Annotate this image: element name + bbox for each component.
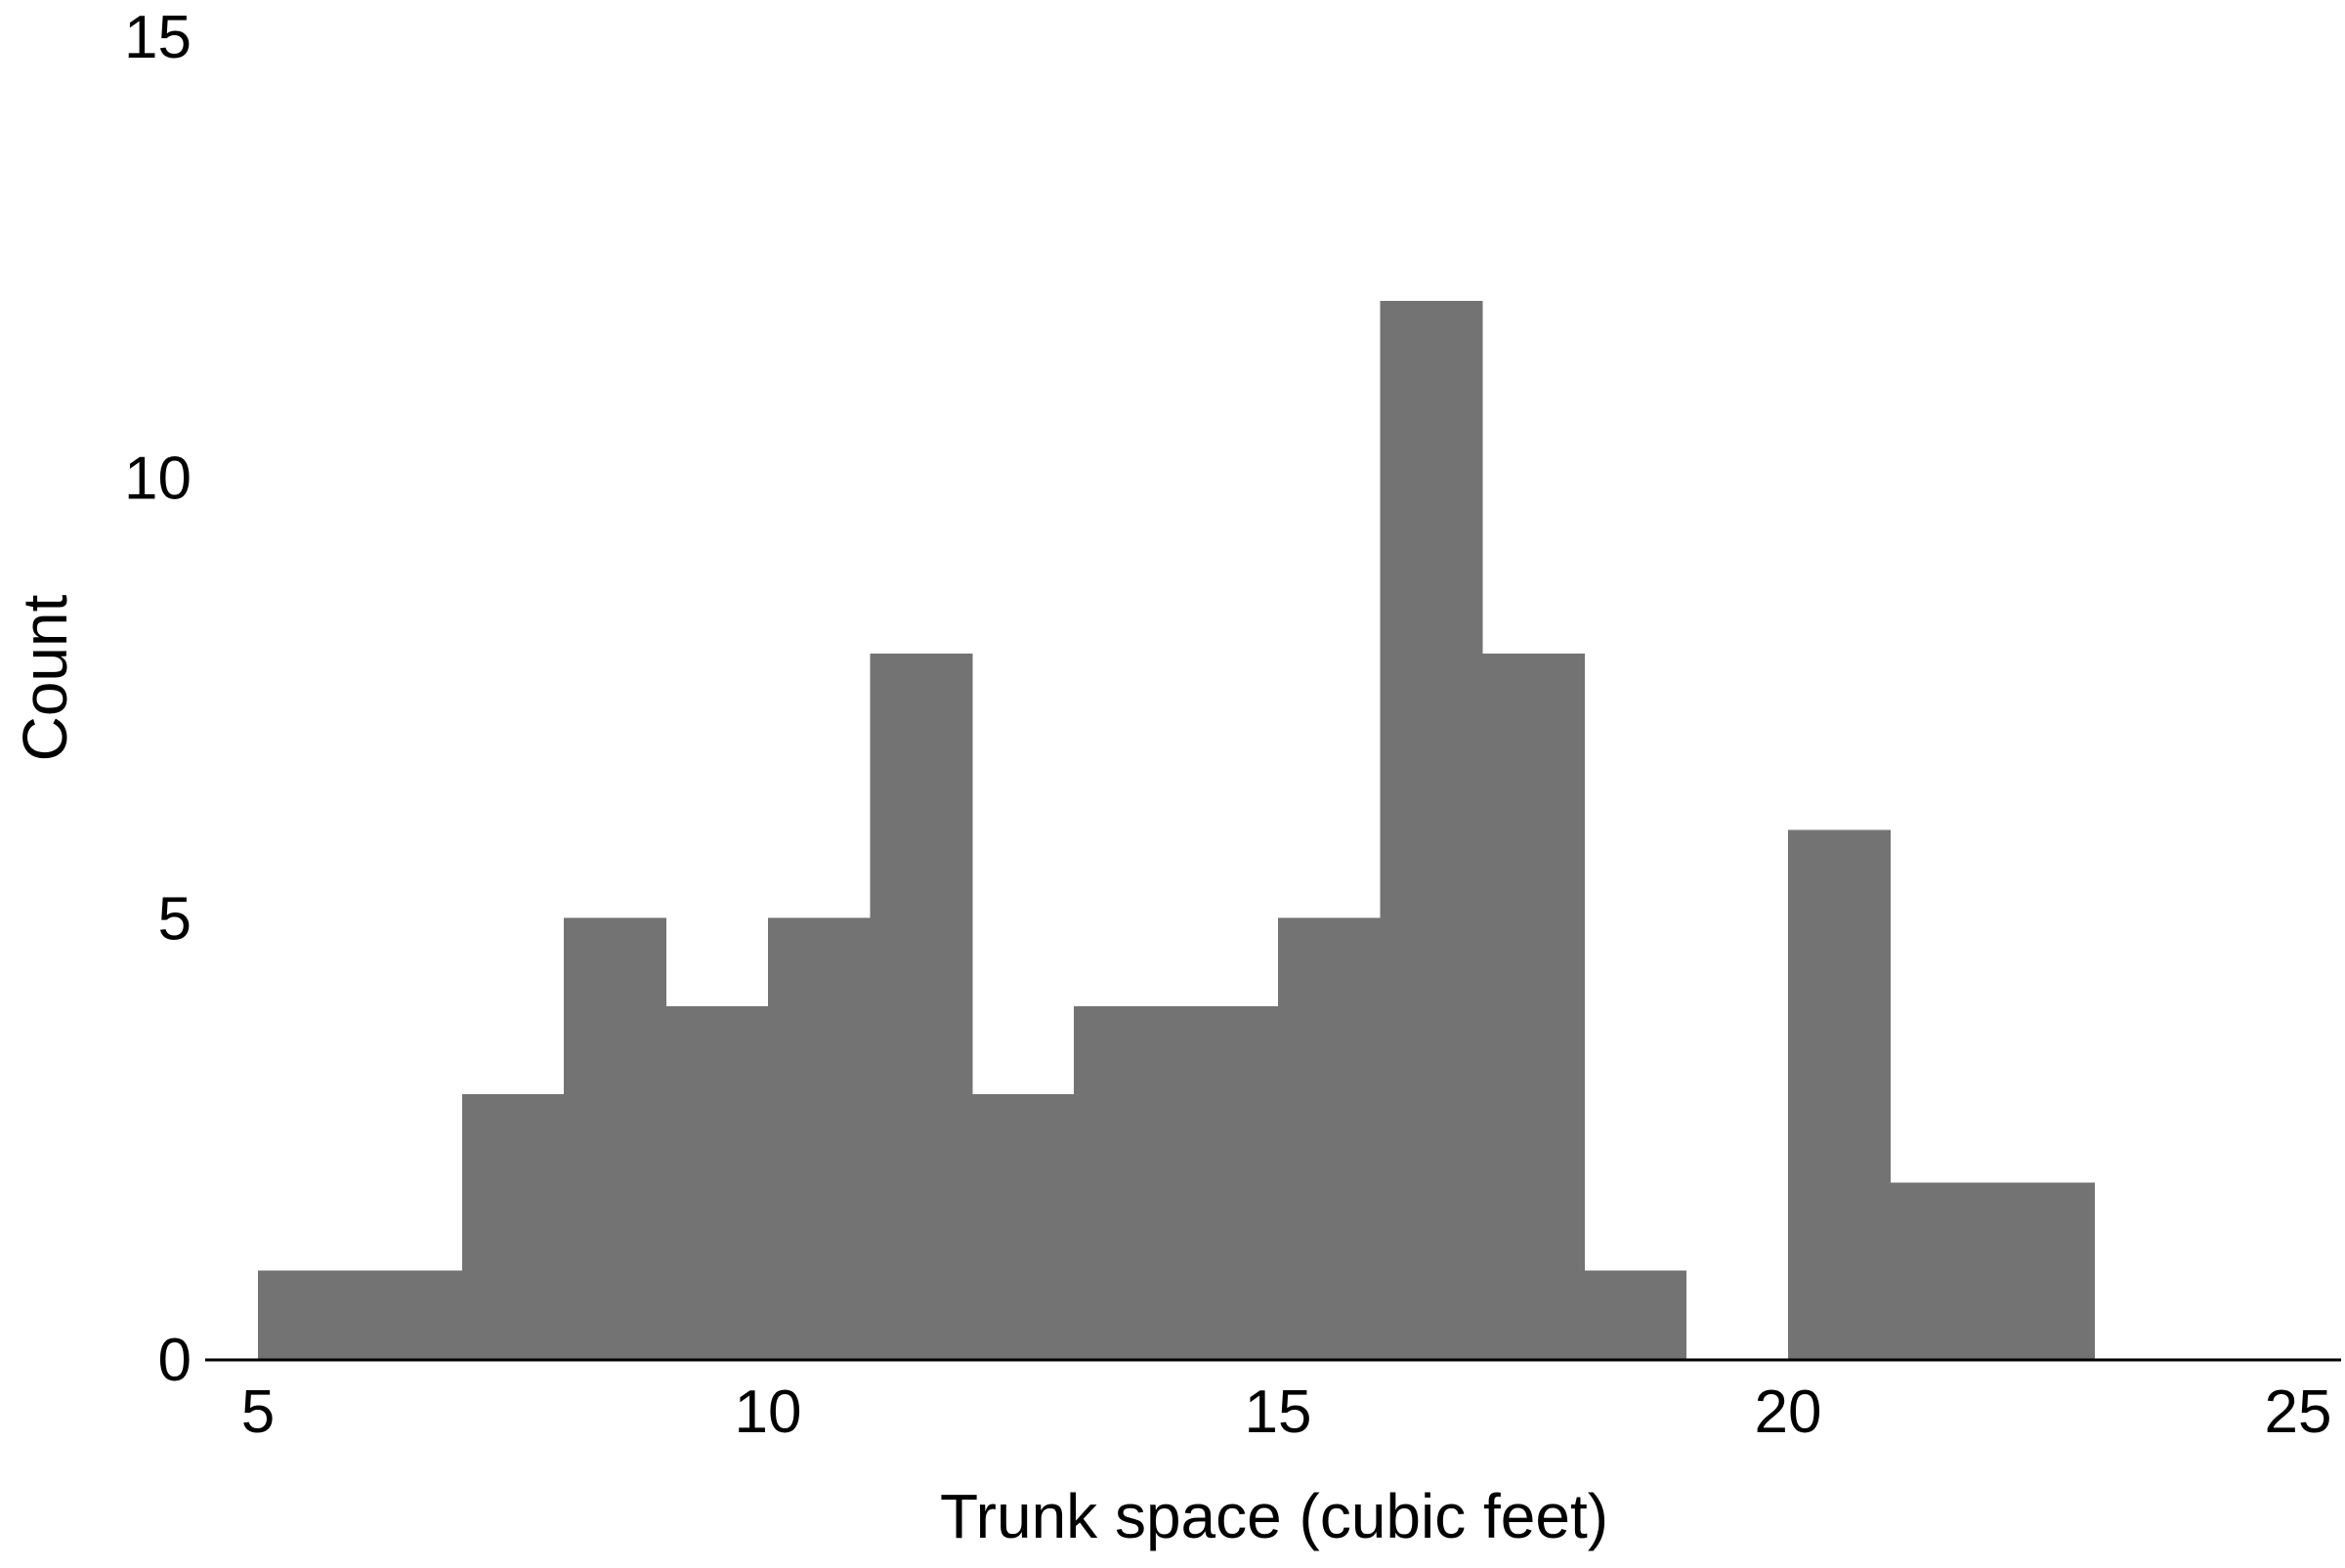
- x-tick-label: 25: [2265, 1378, 2332, 1446]
- histogram-bar: [1278, 917, 1381, 1359]
- y-tick-label: 15: [124, 4, 192, 71]
- histogram-bar: [1584, 1270, 1687, 1359]
- y-tick-label: 5: [158, 886, 192, 954]
- y-axis-label: Count: [10, 594, 80, 761]
- histogram-bar: [665, 1005, 769, 1359]
- histogram-bar: [564, 917, 667, 1359]
- histogram-bar: [1788, 829, 1891, 1359]
- histogram-bar: [258, 1270, 361, 1359]
- histogram-bar: [768, 917, 871, 1359]
- x-tick-label: 15: [1245, 1378, 1312, 1446]
- histogram-bar: [360, 1270, 463, 1359]
- histogram-bar: [971, 1094, 1075, 1359]
- y-tick-label: 10: [124, 445, 192, 512]
- histogram-bar: [1890, 1182, 1993, 1359]
- histogram-bar: [1074, 1005, 1177, 1359]
- x-tick-label: 5: [241, 1378, 275, 1446]
- histogram-bar: [461, 1094, 565, 1359]
- bars-layer: [258, 300, 2095, 1359]
- histogram-bar: [1991, 1182, 2095, 1359]
- y-tick-labels: 0 5 10 15: [124, 4, 192, 1394]
- histogram-bar: [1175, 1005, 1279, 1359]
- histogram-bar: [870, 653, 973, 1359]
- x-tick-labels: 5 10 15 20 25: [241, 1378, 2332, 1446]
- histogram-bar: [1380, 300, 1483, 1359]
- x-tick-label: 20: [1755, 1378, 1822, 1446]
- x-axis-label: Trunk space (cubic feet): [940, 1481, 1608, 1551]
- x-tick-label: 10: [735, 1378, 802, 1446]
- histogram-bar: [1481, 653, 1585, 1359]
- y-tick-label: 0: [158, 1327, 192, 1394]
